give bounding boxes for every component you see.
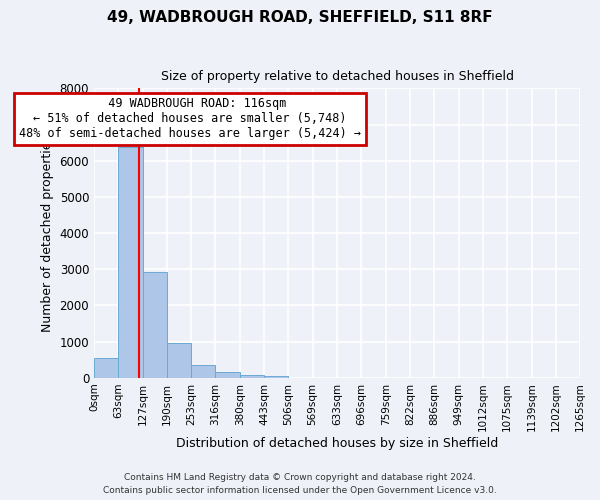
X-axis label: Distribution of detached houses by size in Sheffield: Distribution of detached houses by size … xyxy=(176,437,498,450)
Title: Size of property relative to detached houses in Sheffield: Size of property relative to detached ho… xyxy=(161,70,514,83)
Text: Contains HM Land Registry data © Crown copyright and database right 2024.
Contai: Contains HM Land Registry data © Crown c… xyxy=(103,474,497,495)
Text: 49, WADBROUGH ROAD, SHEFFIELD, S11 8RF: 49, WADBROUGH ROAD, SHEFFIELD, S11 8RF xyxy=(107,10,493,25)
Bar xyxy=(191,365,215,378)
Bar xyxy=(167,342,191,378)
Text: 49 WADBROUGH ROAD: 116sqm
← 51% of detached houses are smaller (5,748)
48% of se: 49 WADBROUGH ROAD: 116sqm ← 51% of detac… xyxy=(19,98,361,140)
Bar xyxy=(94,358,118,378)
Bar xyxy=(118,147,143,378)
Bar xyxy=(215,372,240,378)
Bar xyxy=(264,376,289,378)
Bar xyxy=(240,375,264,378)
Bar xyxy=(143,272,167,378)
Y-axis label: Number of detached properties: Number of detached properties xyxy=(41,134,54,332)
